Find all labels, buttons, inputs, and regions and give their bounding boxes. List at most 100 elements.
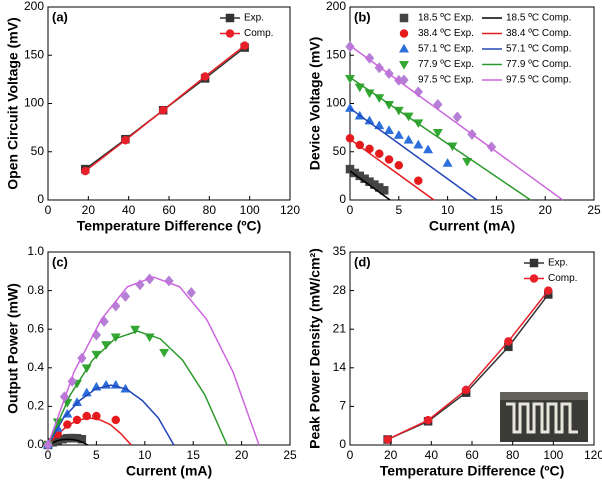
legend-marker — [529, 274, 539, 283]
series-line — [349, 170, 391, 201]
data-point — [158, 106, 168, 115]
y-axis-title: Peak Power Density (mW/cm²) — [307, 248, 323, 449]
legend-label: 18.5 ºC Exp. — [418, 13, 474, 24]
data-point — [121, 135, 130, 145]
legend-label: 77.9 ºC Exp. — [418, 59, 474, 70]
data-point — [345, 40, 355, 53]
panel-label: (c) — [52, 254, 68, 269]
y-tick-label: 0 — [37, 192, 44, 206]
legend-marker — [399, 74, 409, 86]
series-line — [47, 276, 260, 446]
y-tick-label: 100 — [326, 96, 346, 110]
legend-label: Exp. — [548, 258, 568, 269]
legend-label: Comp. — [548, 273, 577, 284]
y-tick-label: 200 — [24, 0, 44, 13]
legend-marker — [225, 13, 235, 23]
y-tick-label: 21 — [333, 321, 347, 335]
data-point — [101, 341, 112, 350]
y-tick-label: 1.0 — [27, 244, 44, 258]
y-tick-label: 200 — [326, 0, 346, 13]
panel-label: (b) — [354, 9, 371, 24]
data-point — [364, 52, 375, 64]
legend-label: 57.1 ºC Comp. — [506, 44, 571, 55]
legend-label: 38.4 ºC Comp. — [506, 28, 571, 39]
data-point — [403, 134, 414, 144]
data-point — [81, 166, 90, 176]
data-point — [111, 415, 121, 425]
x-tick-label: 20 — [384, 448, 398, 462]
data-point — [462, 157, 473, 167]
legend-marker — [399, 13, 409, 23]
data-point — [383, 435, 392, 444]
x-tick-label: 10 — [441, 203, 455, 217]
legend-marker — [529, 258, 539, 268]
x-tick-label: 25 — [283, 448, 297, 462]
data-point — [452, 111, 463, 123]
y-tick-label: 150 — [326, 47, 346, 61]
y-tick-label: 0 — [339, 437, 346, 451]
data-point — [159, 348, 170, 358]
x-tick-label: 20 — [235, 448, 249, 462]
plot-frame — [47, 251, 291, 446]
data-point — [130, 325, 141, 335]
y-tick-label: 0.2 — [27, 399, 44, 413]
legend-label: 57.1 ºC Exp. — [418, 44, 474, 55]
data-point — [92, 411, 101, 421]
x-tick-label: 5 — [395, 203, 402, 217]
inset-photo — [500, 392, 588, 442]
data-point — [461, 385, 471, 395]
series-line — [349, 76, 531, 201]
legend-label: Exp. — [244, 13, 264, 24]
y-tick-label: 0.4 — [27, 360, 44, 374]
data-point — [433, 98, 443, 111]
data-point — [544, 286, 553, 295]
x-tick-label: 20 — [82, 203, 96, 217]
series-line — [47, 330, 228, 446]
x-axis-title: Current (mA) — [429, 218, 515, 234]
y-axis-title: Device Voltage (mV) — [307, 37, 323, 171]
y-tick-label: 0.8 — [27, 283, 44, 297]
x-tick-label: 120 — [280, 203, 300, 217]
x-tick-label: 40 — [122, 203, 136, 217]
data-point — [379, 186, 389, 195]
legend-label: Comp. — [244, 28, 273, 39]
y-tick-label: 50 — [31, 144, 45, 158]
x-tick-label: 80 — [203, 203, 217, 217]
legend-label: 38.4 ºC Exp. — [418, 28, 474, 39]
x-tick-label: 5 — [93, 448, 100, 462]
legend-label: 18.5 ºC Comp. — [506, 13, 571, 24]
data-point — [414, 176, 423, 185]
y-tick-label: 7 — [339, 399, 346, 413]
x-tick-label: 100 — [240, 203, 260, 217]
series-line — [47, 384, 175, 446]
x-tick-label: 15 — [187, 448, 201, 462]
y-tick-label: 150 — [24, 47, 44, 61]
legend-label: 97.5 ºC Exp. — [418, 75, 474, 86]
y-axis-title: Open Circuit Voltage (mV) — [5, 17, 21, 189]
data-point — [432, 129, 443, 138]
data-point — [423, 415, 433, 425]
y-tick-label: 28 — [333, 283, 347, 297]
x-tick-label: 25 — [587, 203, 601, 217]
data-point — [413, 86, 424, 98]
x-axis-title: Current (mA) — [126, 463, 212, 479]
data-point — [63, 420, 72, 429]
series-line — [349, 138, 435, 201]
series-line — [349, 44, 564, 201]
x-tick-label: 0 — [347, 203, 354, 217]
legend-marker — [399, 29, 409, 38]
x-tick-label: 60 — [162, 203, 176, 217]
x-tick-label: 60 — [465, 448, 479, 462]
data-point — [423, 144, 434, 154]
data-point — [413, 139, 424, 149]
data-point — [200, 72, 210, 81]
data-point — [375, 149, 384, 158]
x-tick-label: 0 — [347, 448, 354, 462]
legend-label: 97.5 ºC Comp. — [506, 75, 571, 86]
x-tick-label: 100 — [543, 448, 563, 462]
data-point — [384, 155, 394, 164]
data-point — [186, 286, 196, 299]
data-point — [354, 83, 365, 93]
y-tick-label: 14 — [333, 360, 347, 374]
